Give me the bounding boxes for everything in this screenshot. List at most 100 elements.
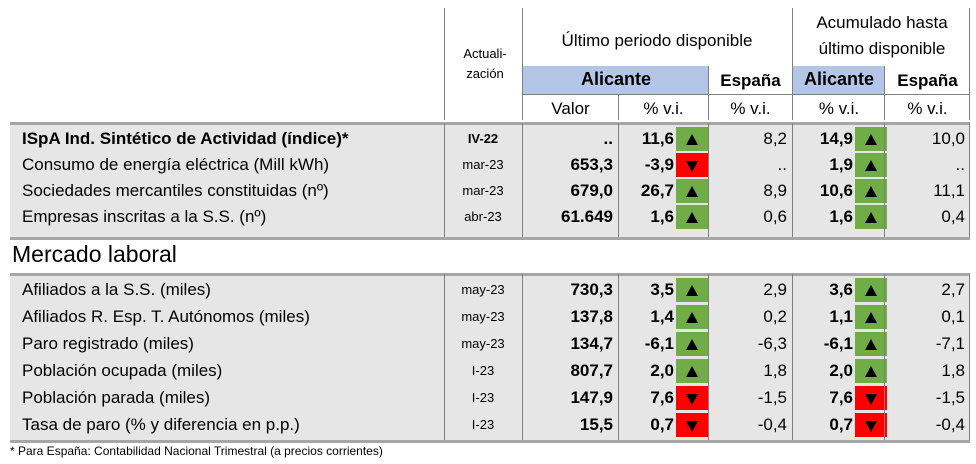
activity-block [10, 122, 970, 240]
acum-espana-cell: 1,8 [941, 361, 965, 380]
triangle-up-icon [686, 186, 698, 197]
acum-espana-cell: 11,1 [933, 181, 965, 200]
triangle-up-icon [865, 160, 877, 171]
triangle-up-icon [865, 366, 877, 377]
divider [522, 94, 970, 95]
trend-indicator [676, 205, 708, 229]
row-date: abr-23 [464, 209, 502, 224]
row-label: Afiliados R. Esp. T. Autónomos (miles) [22, 307, 310, 326]
acum-cell: 7,6 [829, 388, 853, 407]
acumulado-header: Acumulado hasta último disponible [816, 13, 948, 58]
acum-trend-indicator [855, 179, 887, 203]
table-row: Población ocupada (miles) I-23 807,7 2,0 1,8… [0, 358, 976, 384]
vi-header-4: % v.i. [907, 99, 948, 118]
triangle-down-icon [865, 421, 877, 432]
labor-block [10, 273, 970, 443]
row-label: Paro registrado (miles) [22, 334, 194, 353]
divider [444, 274, 445, 440]
acum-cell: -6,1 [823, 334, 853, 353]
row-date: mar-23 [462, 157, 504, 172]
acum-espana-cell: .. [955, 155, 965, 174]
espana-header-1: España [720, 71, 781, 90]
acum-trend-indicator [855, 332, 887, 356]
row-date: I-23 [471, 417, 495, 432]
actualizacion-header: Actuali- zación [463, 46, 507, 81]
divider [618, 94, 619, 120]
trend-indicator [676, 305, 708, 329]
triangle-up-icon [865, 339, 877, 350]
row-date: may-23 [461, 309, 505, 324]
row-date: I-23 [471, 363, 495, 378]
row-label: Sociedades mercantiles constituidas (nº) [22, 181, 329, 200]
acum-espana-cell: -7,1 [935, 334, 965, 353]
acum-trend-indicator [855, 386, 887, 410]
table-row: Paro registrado (miles) may-23 134,7 -6,1 -6… [0, 331, 976, 357]
acum-cell: 2,0 [829, 361, 853, 380]
acum-espana-cell: 0,4 [941, 207, 965, 226]
triangle-up-icon [686, 312, 698, 323]
espana-vi-cell: 8,9 [763, 181, 787, 200]
acum-cell: 1,6 [829, 207, 853, 226]
acum-cell: 1,1 [829, 307, 853, 326]
espana-vi-cell: 2,9 [763, 280, 787, 299]
acum-trend-indicator [855, 305, 887, 329]
trend-indicator [676, 127, 708, 151]
vi-header-2: % v.i. [730, 99, 771, 118]
divider [444, 8, 445, 120]
alicante-header-2: Alicante [803, 69, 875, 89]
row-date: mar-23 [462, 183, 504, 198]
table-row: Empresas inscritas a la S.S. (nº) abr-23 6… [0, 204, 976, 230]
triangle-up-icon [686, 134, 698, 145]
espana-vi-cell: 0,2 [763, 307, 787, 326]
triangle-up-icon [686, 285, 698, 296]
table-row: Tasa de paro (% y diferencia en p.p.) I-2… [0, 412, 976, 438]
table-row: Sociedades mercantiles constituidas (nº)… [0, 178, 976, 204]
espana-header-2: España [897, 71, 958, 90]
vi-cell: 1,6 [650, 207, 674, 226]
acum-trend-indicator [855, 413, 887, 437]
valor-cell: 147,9 [570, 388, 613, 407]
footnote: * Para España: Contabilidad Nacional Tri… [10, 444, 383, 458]
trend-indicator [676, 386, 708, 410]
table-row: Consumo de energía eléctrica (Mill kWh) m… [0, 152, 976, 178]
valor-cell: 679,0 [570, 181, 613, 200]
divider [708, 274, 709, 440]
trend-indicator [676, 359, 708, 383]
row-date: IV-22 [467, 131, 499, 146]
acum-cell: 0,7 [829, 415, 853, 434]
valor-cell: 134,7 [570, 334, 613, 353]
ultimo-periodo-header: Último periodo disponible [561, 31, 753, 50]
acum-espana-cell: -1,5 [935, 388, 965, 407]
espana-vi-cell: -1,5 [757, 388, 787, 407]
alicante-header-bg-1 [523, 66, 709, 94]
vi-header-1: % v.i. [643, 99, 684, 118]
valor-cell: 137,8 [570, 307, 613, 326]
acum-espana-cell: -0,4 [935, 415, 965, 434]
vi-cell: 3,5 [650, 280, 674, 299]
row-label: Población ocupada (miles) [22, 361, 223, 380]
row-date: may-23 [461, 336, 505, 351]
triangle-up-icon [865, 186, 877, 197]
divider [444, 123, 445, 237]
triangle-up-icon [865, 212, 877, 223]
acum-trend-indicator [855, 153, 887, 177]
trend-indicator [676, 153, 708, 177]
espana-vi-cell: -6,3 [757, 334, 787, 353]
triangle-down-icon [686, 161, 698, 172]
row-label: Población parada (miles) [22, 388, 211, 407]
vi-cell: 11,6 [641, 129, 674, 148]
vi-cell: 0,7 [650, 415, 674, 434]
table-header: Actuali- zación Último periodo disponibl… [0, 0, 976, 124]
table-row: ISpA Ind. Sintético de Actividad (índice… [0, 126, 976, 152]
row-label: ISpA Ind. Sintético de Actividad (índice… [22, 129, 349, 148]
divider [618, 274, 619, 440]
trend-indicator [676, 332, 708, 356]
divider [708, 66, 709, 120]
row-date: I-23 [471, 390, 495, 405]
triangle-up-icon [686, 366, 698, 377]
triangle-down-icon [686, 421, 698, 432]
valor-cell: .. [603, 129, 613, 148]
divider [969, 8, 970, 120]
valor-cell: 15,5 [579, 415, 613, 434]
divider [522, 123, 523, 237]
